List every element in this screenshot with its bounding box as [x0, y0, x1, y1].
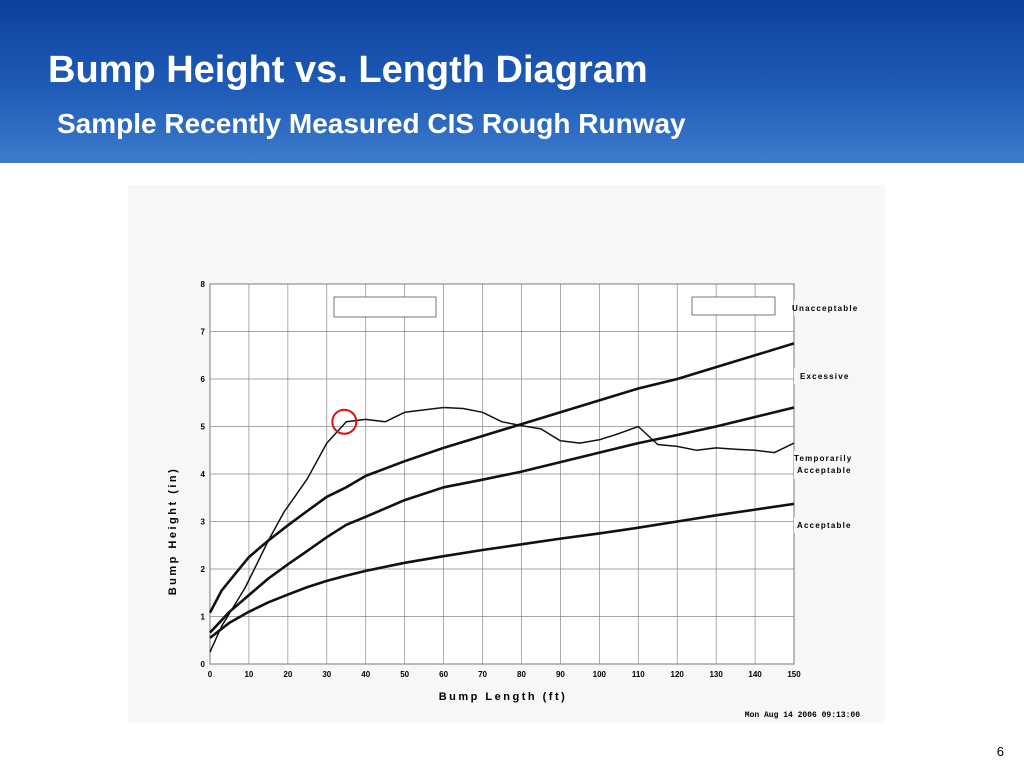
region-label-acceptable: Acceptable	[797, 521, 852, 530]
bump-height-chart: 0 10 20 30 40 50 60 70 80 90 100 110 120 130 140 150 0 1 2…	[167, 280, 860, 720]
x-axis-label: Bump Length (ft)	[439, 691, 568, 703]
region-label-unacceptable: Unacceptable	[792, 304, 858, 313]
x-tick-label: 40	[361, 670, 370, 679]
region-label-bg	[794, 451, 856, 479]
title-banner: Bump Height vs. Length Diagram Sample Re…	[0, 0, 1024, 163]
region-label-bg	[794, 300, 856, 316]
x-tick-label: 100	[593, 670, 607, 679]
x-tick-label: 50	[400, 670, 409, 679]
x-tick-label: 150	[787, 670, 801, 679]
y-tick-label: 1	[201, 613, 206, 622]
page-number: 6	[996, 744, 1004, 759]
y-tick-label: 6	[201, 375, 206, 384]
x-tick-label: 10	[244, 670, 253, 679]
blank-label-box	[691, 296, 776, 316]
y-tick-label: 8	[201, 280, 206, 289]
slide-subtitle: Sample Recently Measured CIS Rough Runwa…	[57, 108, 686, 139]
slide-title: Bump Height vs. Length Diagram	[48, 49, 648, 91]
measured-profile-line	[209, 406, 795, 653]
x-tick-label: 110	[632, 670, 645, 679]
x-tick-label: 70	[478, 670, 487, 679]
series-lines	[208, 342, 795, 653]
region-label-bg	[794, 368, 849, 384]
y-tick-label: 0	[201, 660, 206, 669]
blank-label-box	[333, 296, 437, 318]
x-tick-label: 20	[283, 670, 292, 679]
highlight-circle	[331, 408, 358, 435]
y-tick-label: 2	[201, 565, 206, 574]
x-tick-label: 0	[208, 670, 213, 679]
y-tick-label: 4	[201, 470, 206, 479]
acceptable-boundary-line	[209, 502, 795, 639]
x-tick-label: 60	[439, 670, 448, 679]
x-tick-label: 80	[517, 670, 526, 679]
chart-labels: Unacceptable Excessive Temporarily Accep…	[167, 300, 860, 720]
y-tick-label: 5	[201, 423, 206, 432]
x-tick-label: 140	[748, 670, 762, 679]
temporarily-acceptable-boundary-line	[209, 406, 795, 634]
x-tick-label: 130	[709, 670, 723, 679]
region-label-excessive: Excessive	[800, 372, 850, 381]
y-tick-label: 3	[201, 518, 206, 527]
y-axis-label: Bump Height (in)	[167, 467, 179, 596]
label-boxes	[333, 296, 776, 318]
chart-panel: 0 10 20 30 40 50 60 70 80 90 100 110 120 130 140 150 0 1 2…	[128, 185, 885, 723]
excessive-boundary-line	[208, 342, 795, 614]
x-tick-label: 90	[556, 670, 565, 679]
region-label-acceptable-2: Acceptable	[797, 466, 852, 475]
region-label-temporarily: Temporarily	[794, 454, 852, 463]
region-label-bg	[794, 517, 852, 533]
grid: 0 10 20 30 40 50 60 70 80 90 100 110 120 130 140 150 0 1 2…	[201, 280, 802, 679]
x-tick-label: 30	[322, 670, 331, 679]
x-tick-label: 120	[671, 670, 685, 679]
timestamp: Mon Aug 14 2006 09:13:00	[745, 711, 860, 720]
y-tick-label: 7	[201, 328, 206, 337]
